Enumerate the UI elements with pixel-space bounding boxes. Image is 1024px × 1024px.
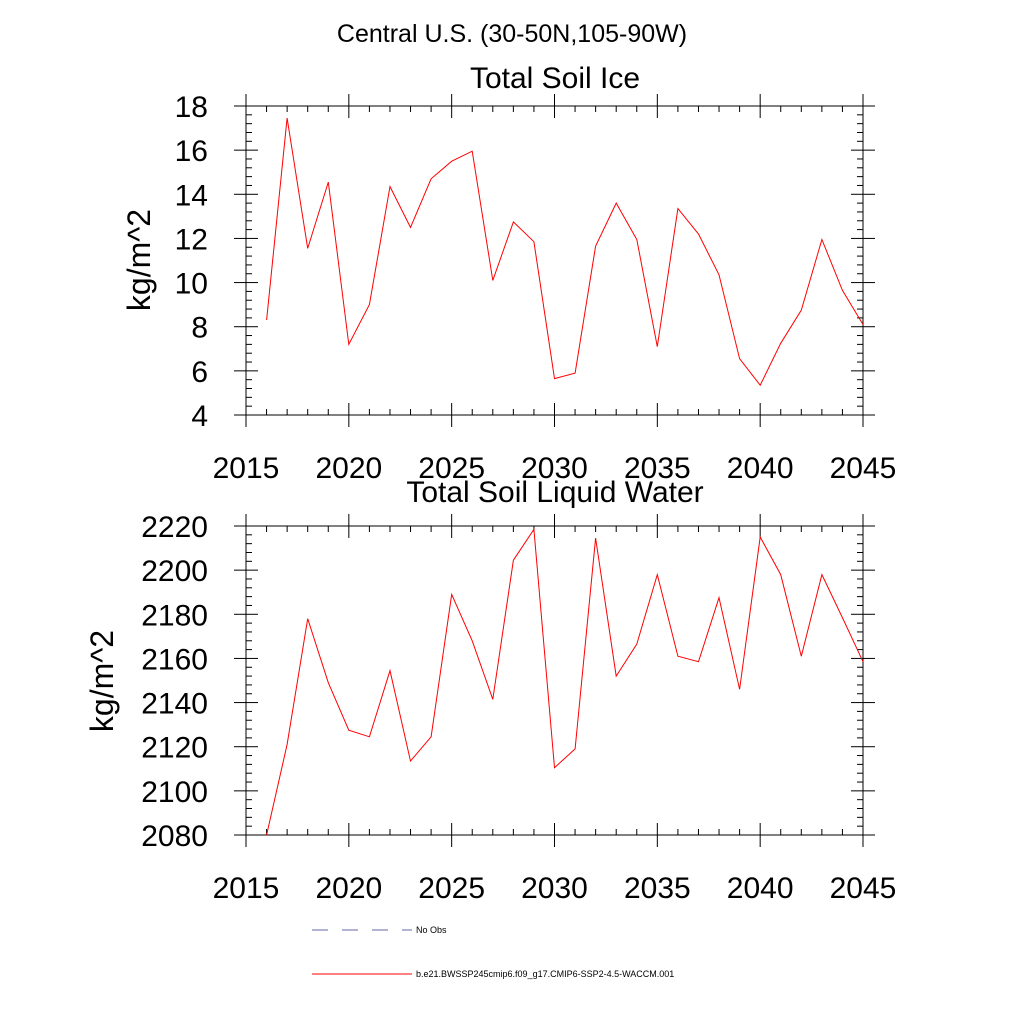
- panel-total-soil-liquid-water: Total Soil Liquid Water kg/m^2 2015 2020 2…: [84, 476, 896, 905]
- x-tick-label: 2025: [418, 452, 485, 485]
- y-tick-label: 2160: [141, 643, 208, 676]
- y-tick-label: 2220: [141, 511, 208, 544]
- legend: No Obs b.e21.BWSSP245cmip6.f09_g17.CMIP6…: [312, 925, 674, 979]
- legend-item-model: b.e21.BWSSP245cmip6.f09_g17.CMIP6-SSP2-4…: [312, 969, 674, 979]
- figure-supertitle: Central U.S. (30-50N,105-90W): [337, 20, 687, 48]
- legend-label: No Obs: [416, 925, 447, 935]
- y-tick-labels: 2080 2100 2120 2140 2160 2180 2200 2220: [141, 511, 208, 853]
- y-axis-label: kg/m^2: [84, 630, 120, 732]
- y-tick-label: 4: [191, 400, 208, 433]
- x-tick-labels: 2015 2020 2025 2030 2035 2040 2045: [213, 452, 897, 485]
- x-tick-label: 2030: [521, 872, 588, 905]
- x-tick-label: 2015: [213, 872, 280, 905]
- x-tick-label: 2020: [315, 872, 382, 905]
- y-tick-label: 8: [191, 312, 208, 345]
- y-tick-labels: 4 6 8 10 12 14 16 18: [175, 91, 208, 433]
- y-tick-label: 2180: [141, 599, 208, 632]
- axis-ticks: [234, 514, 875, 847]
- legend-item-no-obs: No Obs: [312, 925, 447, 935]
- y-tick-label: 6: [191, 356, 208, 389]
- y-tick-label: 14: [175, 179, 208, 212]
- panel-title: Total Soil Ice: [470, 62, 640, 95]
- legend-label: b.e21.BWSSP245cmip6.f09_g17.CMIP6-SSP2-4…: [416, 969, 674, 979]
- x-tick-label: 2025: [418, 872, 485, 905]
- x-tick-label: 2045: [830, 452, 897, 485]
- panel-title: Total Soil Liquid Water: [406, 476, 703, 509]
- y-tick-label: 2200: [141, 555, 208, 588]
- x-tick-label: 2035: [624, 452, 691, 485]
- y-tick-label: 2080: [141, 820, 208, 853]
- panel-total-soil-ice: Total Soil Ice kg/m^2 2015 2020 2025 2030 20…: [121, 62, 896, 485]
- y-tick-label: 18: [175, 91, 208, 124]
- x-tick-label: 2040: [727, 872, 794, 905]
- series-line: [266, 527, 864, 836]
- x-tick-label: 2020: [315, 452, 382, 485]
- x-tick-label: 2030: [521, 452, 588, 485]
- axis-ticks: [234, 94, 875, 427]
- series-line: [266, 118, 864, 387]
- x-tick-label: 2045: [830, 872, 897, 905]
- y-tick-label: 2100: [141, 776, 208, 809]
- x-tick-label: 2035: [624, 872, 691, 905]
- x-tick-label: 2040: [727, 452, 794, 485]
- y-tick-label: 12: [175, 223, 208, 256]
- y-axis-label: kg/m^2: [121, 209, 157, 311]
- y-tick-label: 2140: [141, 688, 208, 721]
- plot-frame: [245, 525, 864, 836]
- y-tick-label: 16: [175, 135, 208, 168]
- x-tick-label: 2015: [213, 452, 280, 485]
- y-tick-label: 10: [175, 268, 208, 301]
- x-tick-labels: 2015 2020 2025 2030 2035 2040 2045: [213, 872, 897, 905]
- y-tick-label: 2120: [141, 732, 208, 765]
